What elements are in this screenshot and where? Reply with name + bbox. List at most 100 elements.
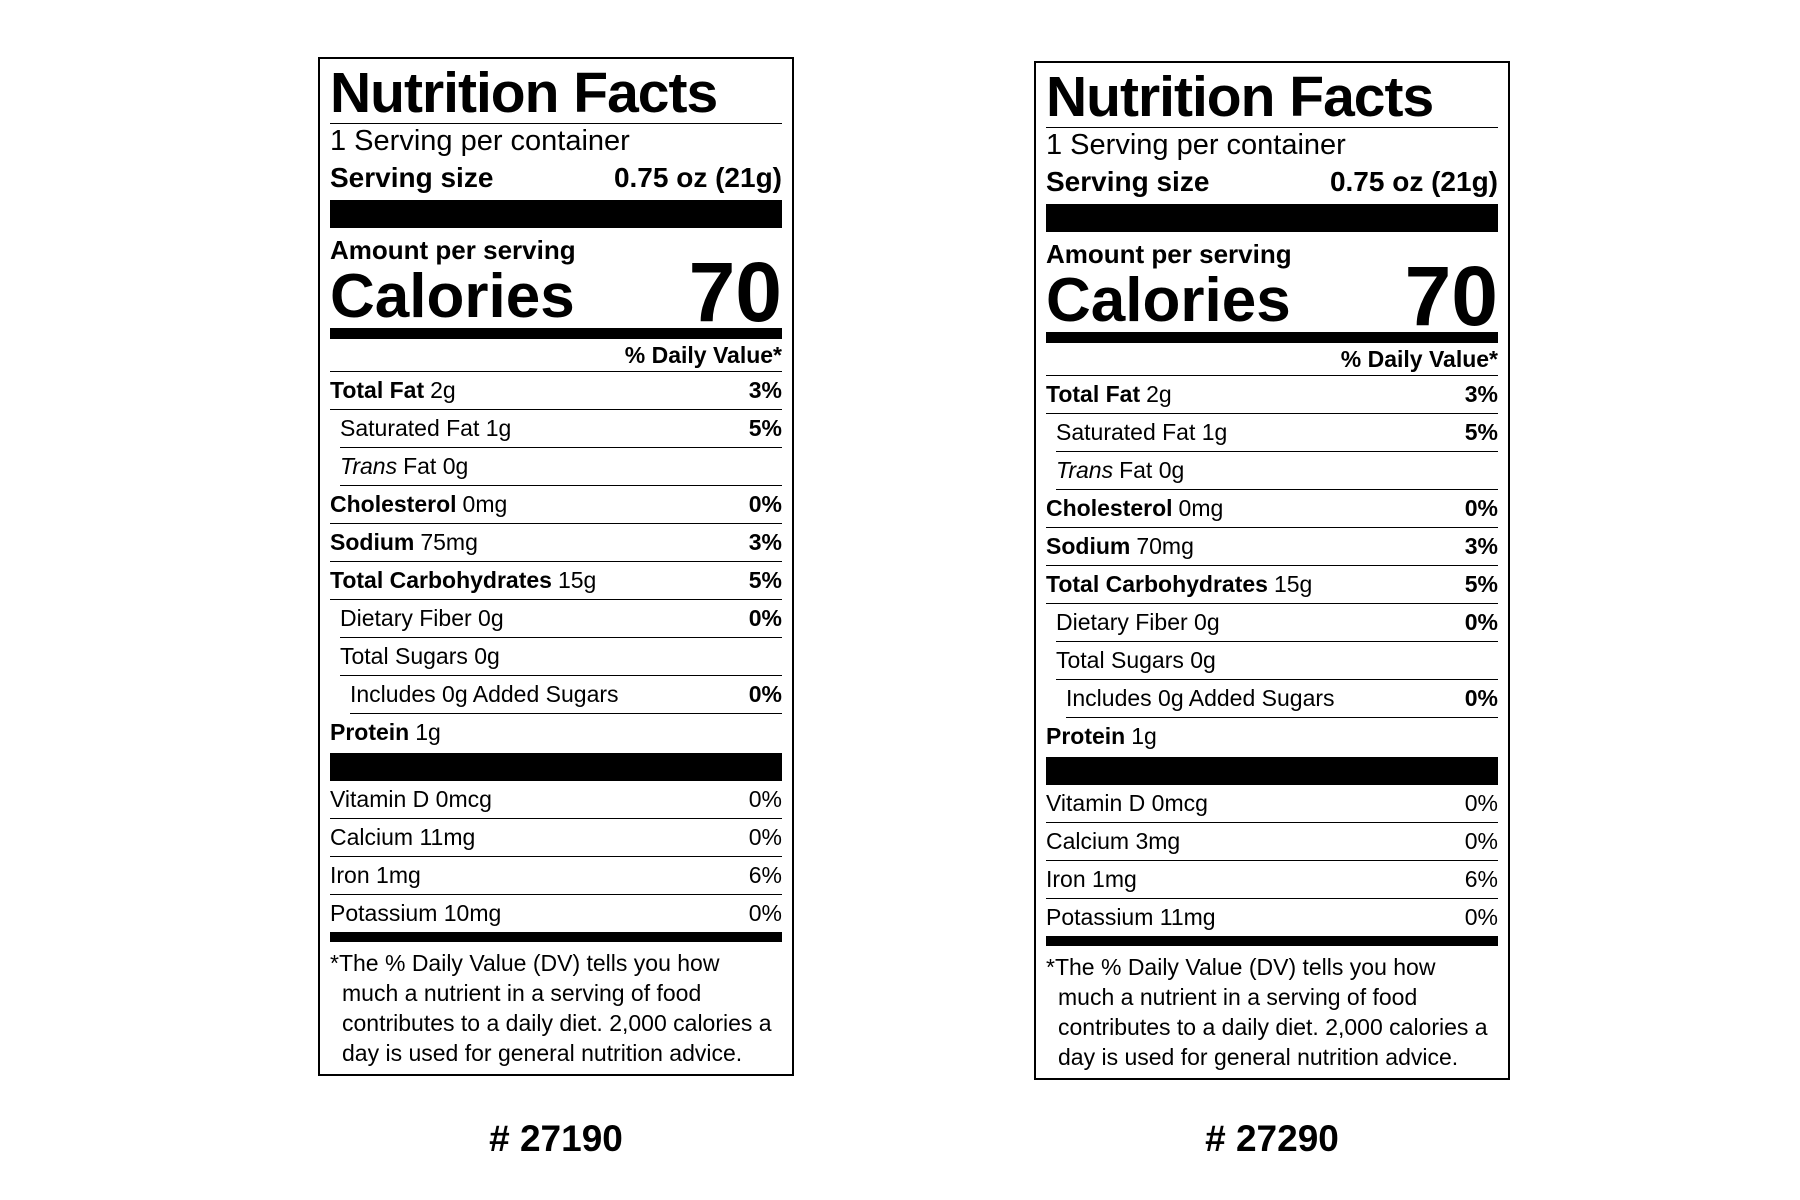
nutrient-dv: 3% <box>1464 533 1498 559</box>
nutrient-name-cell: Dietary Fiber 0g <box>340 600 504 637</box>
vitamin-dv: 6% <box>748 862 782 888</box>
nutrient-name: Total Carbohydrates <box>1046 571 1268 597</box>
nutrient-name-cell: Total Carbohydrates 15g <box>330 562 596 599</box>
nutrient-row: Trans Fat 0g <box>1056 452 1498 490</box>
nutrient-amount: 70mg <box>1136 533 1194 559</box>
vitamin-row: Vitamin D 0mcg 0% <box>1046 785 1498 823</box>
nutrient-name: Dietary Fiber 0g <box>340 605 504 631</box>
nutrient-row: Protein 1g <box>330 714 782 751</box>
nutrient-dv: 0% <box>1464 609 1498 635</box>
label-title: Nutrition Facts <box>1046 67 1498 128</box>
vitamin-dv: 0% <box>748 900 782 926</box>
nutrient-dv: 3% <box>748 529 782 555</box>
nutrient-row: Sodium 75mg 3% <box>330 524 782 562</box>
nutrient-name-cell: Sodium 70mg <box>1046 528 1194 565</box>
nutrient-amount: 2g <box>1146 381 1172 407</box>
medium-rule <box>330 328 782 339</box>
servings-per-container: 1 Serving per container <box>330 125 630 157</box>
nutrient-row: Protein 1g <box>1046 718 1498 755</box>
nutrient-name: Total Fat <box>1046 381 1141 407</box>
serving-size-label: Serving size <box>330 162 494 193</box>
calories-value: 70 <box>688 245 782 339</box>
amount-per-serving: Amount per serving <box>1046 239 1292 269</box>
nutrient-name-cell: Sodium 75mg <box>330 524 478 561</box>
vitamin-dv: 0% <box>1464 828 1498 854</box>
nutrient-name: Dietary Fiber 0g <box>1056 609 1220 635</box>
vitamin-dv: 0% <box>1464 904 1498 930</box>
nutrient-name-cell: Total Sugars 0g <box>1056 642 1216 679</box>
vitamin-name: Calcium 3mg <box>1046 828 1181 854</box>
calories-row: Calories 70 <box>1046 254 1498 338</box>
serving-size-value: 0.75 oz (21g) <box>613 162 782 193</box>
vitamin-dv: 0% <box>1464 790 1498 816</box>
nutrient-row: Saturated Fat 1g 5% <box>340 410 782 448</box>
calories-value: 70 <box>1404 249 1498 343</box>
nutrient-name-cell: Trans Fat 0g <box>340 448 468 485</box>
nutrient-name: Total Carbohydrates <box>330 567 552 593</box>
nutrient-name-cell: Protein 1g <box>1046 718 1157 755</box>
nutrient-name: Protein <box>1046 723 1126 749</box>
nutrition-label: Nutrition Facts 1 Serving per container Se… <box>318 57 794 1076</box>
nutrient-amount: 1g <box>1131 723 1157 749</box>
nutrient-name: Protein <box>330 719 410 745</box>
nutrient-name: Fat 0g <box>1119 457 1185 483</box>
nutrient-amount: 0mg <box>1178 495 1224 521</box>
nutrient-row: Sodium 70mg 3% <box>1046 528 1498 566</box>
nutrient-dv: 5% <box>748 567 782 593</box>
vitamin-dv: 6% <box>1464 866 1498 892</box>
nutrient-row: Dietary Fiber 0g 0% <box>1056 604 1498 642</box>
vitamin-name: Potassium 11mg <box>1046 904 1216 930</box>
nutrient-name: Total Sugars 0g <box>1056 647 1216 673</box>
nutrient-dv: 0% <box>1464 685 1498 711</box>
nutrient-name: Sodium <box>1046 533 1131 559</box>
nutrient-name-cell: Dietary Fiber 0g <box>1056 604 1220 641</box>
nutrient-amount: 15g <box>557 567 597 593</box>
vitamin-row: Iron 1mg 6% <box>330 857 782 895</box>
calories-row: Calories 70 <box>330 250 782 334</box>
vitamin-row: Vitamin D 0mcg 0% <box>330 781 782 819</box>
label-title: Nutrition Facts <box>330 63 782 124</box>
daily-value-header: % Daily Value* <box>330 339 782 372</box>
nutrient-dv: 0% <box>748 491 782 517</box>
nutrient-amount: 1g <box>415 719 441 745</box>
nutrient-row: Includes 0g Added Sugars 0% <box>350 676 782 714</box>
nutrient-dv: 0% <box>748 681 782 707</box>
nutrient-row: Total Carbohydrates 15g 5% <box>330 562 782 600</box>
vitamin-row: Iron 1mg 6% <box>1046 861 1498 899</box>
thick-rule <box>1046 204 1498 232</box>
nutrient-name: Cholesterol <box>1046 495 1173 521</box>
medium-rule <box>1046 936 1498 946</box>
nutrient-row: Trans Fat 0g <box>340 448 782 486</box>
serving-size-row: Serving size 0.75 oz (21g) <box>330 158 782 198</box>
nutrient-dv: 5% <box>1464 419 1498 445</box>
amount-per-serving: Amount per serving <box>330 235 576 265</box>
vitamin-row: Potassium 10mg 0% <box>330 895 782 932</box>
vitamin-name: Iron 1mg <box>1046 866 1137 892</box>
nutrient-row: Cholesterol 0mg 0% <box>330 486 782 524</box>
nutrient-name-cell: Trans Fat 0g <box>1056 452 1184 489</box>
nutrient-row: Total Fat 2g 3% <box>1046 376 1498 414</box>
nutrient-italic: Trans <box>1056 457 1114 483</box>
nutrient-name-cell: Cholesterol 0mg <box>330 486 507 523</box>
nutrient-name-cell: Total Fat 2g <box>1046 376 1172 413</box>
nutrient-row: Includes 0g Added Sugars 0% <box>1066 680 1498 718</box>
servings-per-container: 1 Serving per container <box>1046 129 1346 161</box>
nutrient-name: Includes 0g Added Sugars <box>350 681 619 707</box>
thick-rule <box>330 753 782 781</box>
footnote: *The % Daily Value (DV) tells you how mu… <box>1046 954 1488 1070</box>
nutrient-name-cell: Total Fat 2g <box>330 372 456 409</box>
vitamin-name: Iron 1mg <box>330 862 421 888</box>
nutrient-name: Includes 0g Added Sugars <box>1066 685 1335 711</box>
nutrient-amount: 75mg <box>420 529 478 555</box>
nutrient-name: Sodium <box>330 529 415 555</box>
serving-size-row: Serving size 0.75 oz (21g) <box>1046 162 1498 202</box>
product-code: # 27190 <box>489 1118 623 1159</box>
thick-rule <box>330 200 782 228</box>
vitamin-name: Potassium 10mg <box>330 900 502 926</box>
nutrient-name-cell: Saturated Fat 1g <box>1056 414 1227 451</box>
vitamin-row: Calcium 11mg 0% <box>330 819 782 857</box>
nutrient-row: Total Carbohydrates 15g 5% <box>1046 566 1498 604</box>
nutrient-name-cell: Includes 0g Added Sugars <box>1066 680 1335 717</box>
nutrient-row: Total Sugars 0g <box>340 638 782 676</box>
vitamin-name: Calcium 11mg <box>330 824 476 850</box>
